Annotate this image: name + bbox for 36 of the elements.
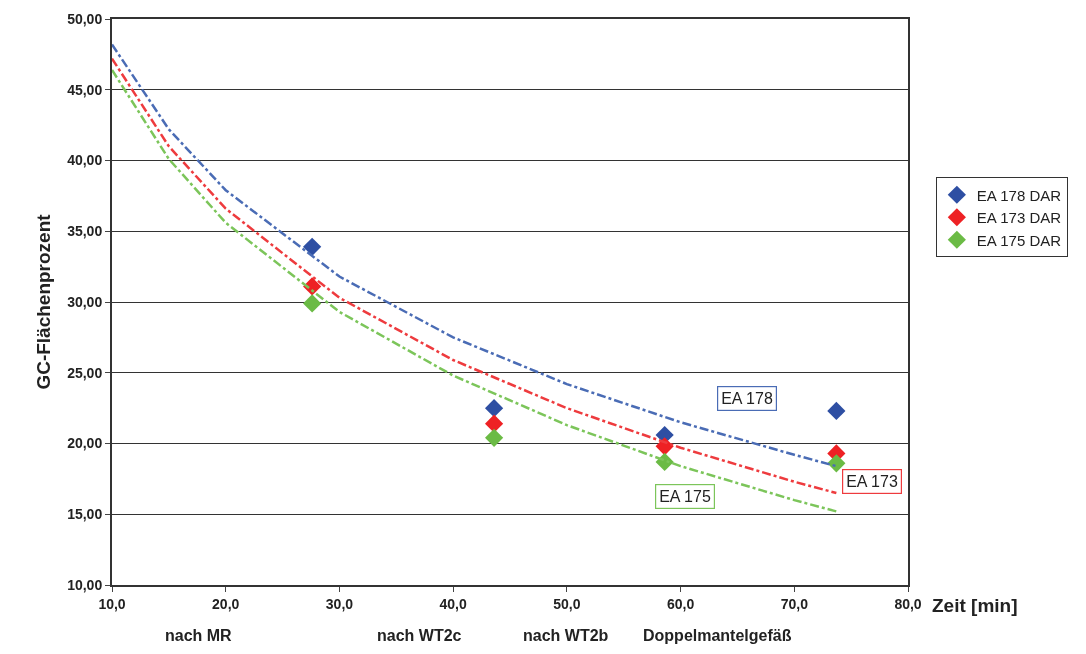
text: nach MR [165,627,233,644]
x-tick-label: 80,0 [894,595,922,612]
x-tick-label: 20,0 [212,595,240,612]
text: Doppelmantelgefäß [643,627,792,644]
x-tick-label: 30,0 [325,595,354,612]
y-tick-label: 45,00 [67,81,103,98]
x-tick-label: 70,0 [780,595,809,612]
point [484,399,504,418]
legend-label: EA 175 DAR [976,231,1062,249]
point [484,414,504,433]
x-tick-label: 10,0 [98,595,126,612]
text: nach WT2b [523,627,609,644]
x-axis-title: Zeit [min] [932,595,1018,616]
y-tick-label: 10,00 [67,576,103,593]
point [303,294,322,313]
legend-label: EA 173 DAR [976,209,1062,227]
annotation: EA 175 [659,488,711,506]
annotation: EA 178 [721,390,773,408]
point [827,454,846,473]
x-tick-label: 40,0 [439,595,467,612]
y-tick-label: 35,00 [67,223,103,240]
y-tick-label: 15,00 [67,506,103,523]
y-tick-label: 50,00 [67,10,103,27]
y-tick-label: 25,00 [67,364,103,381]
x-tick-label: 60,0 [666,595,695,612]
y-tick-label: 40,00 [67,152,103,169]
text: nach WT2c [377,627,462,644]
x-tick-label: 50,0 [553,595,581,612]
y-tick-label: 20,00 [67,435,103,452]
point [303,237,322,256]
annotation: EA 173 [846,473,898,491]
y-axis-title: GC-Flächenprozent [32,213,54,390]
legend-label: EA 178 DAR [976,186,1062,204]
point [827,401,846,421]
y-tick-label: 30,00 [67,293,103,310]
point [484,428,504,447]
